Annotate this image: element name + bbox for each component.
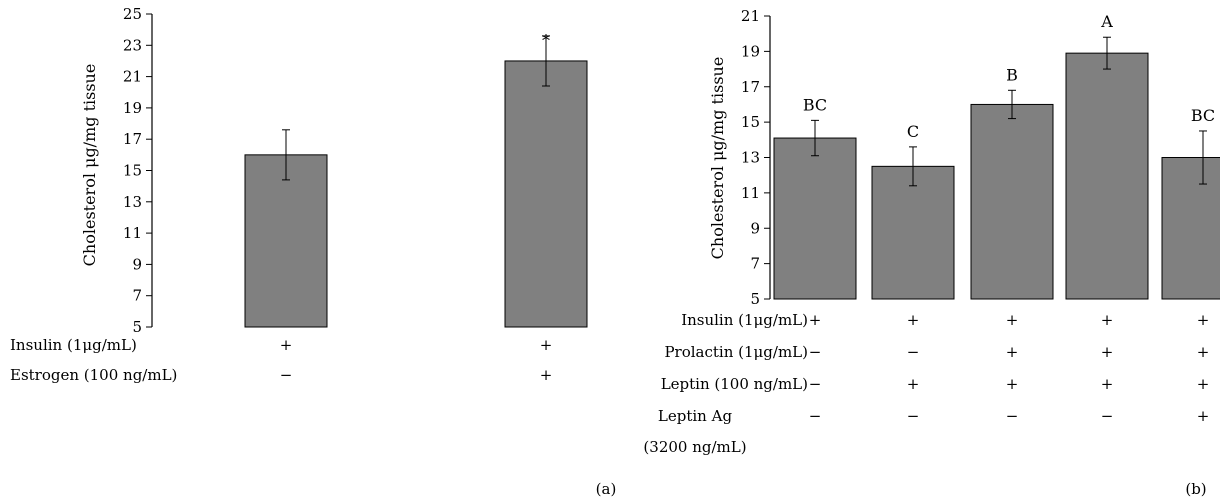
significance-label: BC xyxy=(803,95,827,114)
treatment-label: Insulin (1μg/mL) xyxy=(10,336,137,354)
panel-label: (b) xyxy=(1185,480,1206,498)
y-tick-label: 23 xyxy=(123,36,142,54)
treatment-label-line2: (3200 ng/mL) xyxy=(643,438,746,456)
y-tick-label: 21 xyxy=(741,7,760,25)
treatment-sign: − xyxy=(1101,407,1114,425)
treatment-sign: − xyxy=(1006,407,1019,425)
treatment-sign: + xyxy=(1197,375,1210,393)
treatment-sign: − xyxy=(907,407,920,425)
treatment-sign: + xyxy=(1197,343,1210,361)
y-tick-label: 15 xyxy=(741,113,760,131)
treatment-sign: + xyxy=(907,311,920,329)
bar xyxy=(871,165,955,300)
y-tick-label: 7 xyxy=(132,287,142,305)
treatment-sign: + xyxy=(540,336,553,354)
y-tick-label: 13 xyxy=(123,193,142,211)
treatment-sign: + xyxy=(540,366,553,384)
bar xyxy=(1161,157,1220,300)
y-tick-label: 19 xyxy=(741,42,760,60)
bar xyxy=(970,103,1054,300)
y-tick-label: 21 xyxy=(123,68,142,86)
bar xyxy=(504,60,588,328)
y-tick-label: 9 xyxy=(750,219,760,237)
y-tick-label: 17 xyxy=(123,130,142,148)
treatment-sign: + xyxy=(1101,311,1114,329)
significance-label: A xyxy=(1100,12,1113,31)
treatment-sign: + xyxy=(809,311,822,329)
y-tick-label: 11 xyxy=(741,184,760,202)
y-tick-label: 19 xyxy=(123,99,142,117)
y-axis-label: Cholesterol μg/mg tissue xyxy=(80,64,99,267)
y-axis-label: Cholesterol μg/mg tissue xyxy=(708,57,727,260)
treatment-sign: + xyxy=(280,336,293,354)
significance-label: B xyxy=(1006,65,1018,84)
treatment-sign: − xyxy=(907,343,920,361)
treatment-sign: + xyxy=(1101,375,1114,393)
treatment-label: Leptin (100 ng/mL) xyxy=(661,375,808,393)
significance-label: BC xyxy=(1191,106,1215,125)
bar xyxy=(773,137,857,300)
treatment-label: Insulin (1μg/mL) xyxy=(681,311,808,329)
treatment-sign: + xyxy=(1006,375,1019,393)
treatment-label: Prolactin (1μg/mL) xyxy=(664,343,808,361)
treatment-sign: + xyxy=(1101,343,1114,361)
y-tick-label: 7 xyxy=(750,255,760,273)
y-tick-label: 5 xyxy=(750,290,760,308)
treatment-sign: + xyxy=(1197,407,1210,425)
y-tick-label: 15 xyxy=(123,162,142,180)
treatment-sign: − xyxy=(280,366,293,384)
y-tick-label: 5 xyxy=(132,318,142,336)
y-tick-label: 13 xyxy=(741,149,760,167)
treatment-label: Leptin Ag xyxy=(658,407,733,425)
treatment-sign: − xyxy=(809,407,822,425)
y-tick-label: 9 xyxy=(132,255,142,273)
y-tick-label: 25 xyxy=(123,5,142,23)
significance-label: * xyxy=(542,31,550,50)
treatment-sign: + xyxy=(1006,311,1019,329)
panel-label: (a) xyxy=(596,480,617,498)
treatment-sign: + xyxy=(1197,311,1210,329)
bar xyxy=(244,154,328,328)
treatment-sign: + xyxy=(1006,343,1019,361)
treatment-sign: − xyxy=(809,343,822,361)
y-tick-label: 11 xyxy=(123,224,142,242)
bar xyxy=(1065,52,1149,300)
treatment-sign: + xyxy=(907,375,920,393)
treatment-sign: − xyxy=(809,375,822,393)
significance-label: C xyxy=(907,122,919,141)
treatment-label: Estrogen (100 ng/mL) xyxy=(10,366,177,384)
y-tick-label: 17 xyxy=(741,78,760,96)
